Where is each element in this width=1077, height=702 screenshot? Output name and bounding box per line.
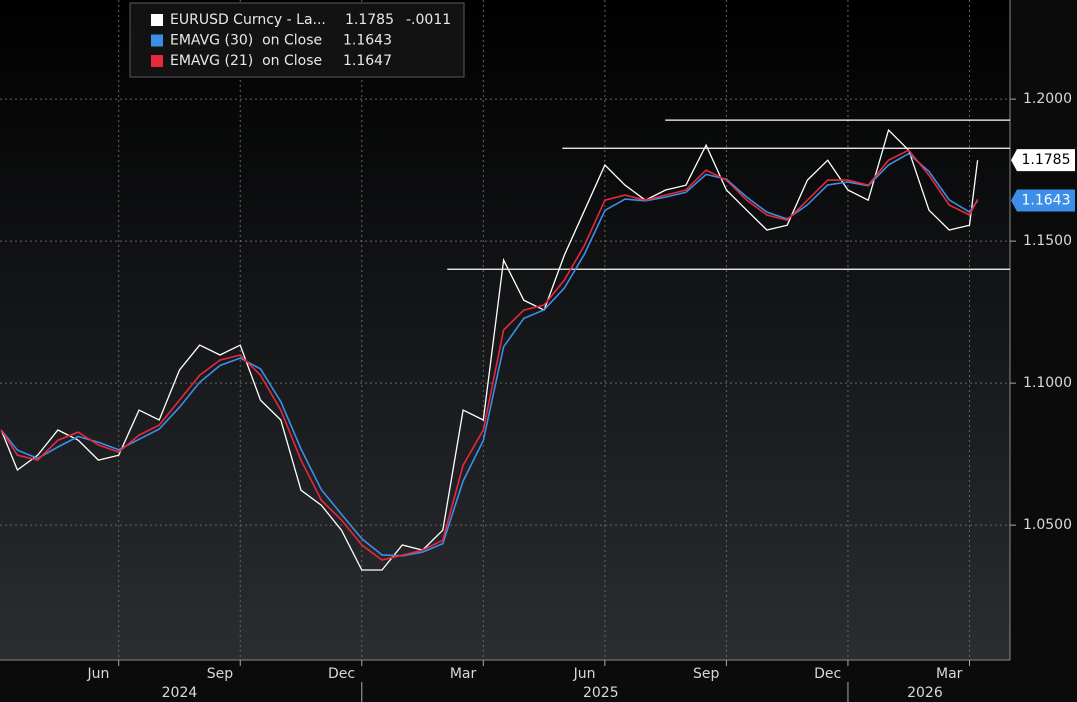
- series-line: [0, 149, 979, 561]
- legend-value: 1.1647: [343, 53, 392, 69]
- series-line: [0, 128, 979, 571]
- legend-swatch: [151, 55, 163, 67]
- y-tick-label: 1.1500: [1023, 233, 1072, 249]
- legend-label: EURUSD Curncy - La...: [170, 12, 326, 28]
- year-label: 2025: [583, 685, 619, 701]
- x-tick-label: Mar: [450, 666, 477, 682]
- legend-label: EMAVG (21) on Close: [170, 53, 322, 69]
- legend-value: 1.1785: [345, 12, 394, 28]
- legend-box: [129, 2, 465, 78]
- year-label: 2026: [907, 685, 943, 701]
- x-tick-label: Sep: [207, 666, 234, 682]
- x-tick-label: Mar: [936, 666, 963, 682]
- x-tick-label: Dec: [814, 666, 841, 682]
- y-tick-label: 1.0500: [1023, 517, 1072, 533]
- legend-swatch: [151, 34, 163, 47]
- y-tick-label: 1.2000: [1023, 91, 1072, 107]
- axis-background: [1010, 0, 1077, 702]
- price-tag-label: 1.1643: [1022, 192, 1071, 208]
- series-line: [0, 152, 979, 557]
- x-tick-label: Jun: [573, 666, 596, 682]
- legend-change: -.0011: [406, 12, 451, 28]
- legend-label: EMAVG (30) on Close: [170, 33, 322, 49]
- axis-background: [0, 660, 1010, 702]
- x-tick-label: Jun: [87, 666, 110, 682]
- x-tick-label: Sep: [693, 666, 720, 682]
- plot-background: [0, 0, 1010, 660]
- price-tag: [1011, 149, 1075, 172]
- year-label: 2024: [162, 685, 198, 701]
- price-tag: [1011, 189, 1075, 212]
- legend-value: 1.1643: [343, 33, 392, 49]
- legend-swatch: [151, 14, 163, 26]
- price-tag-label: 1.1785: [1022, 152, 1071, 168]
- y-tick-label: 1.1000: [1023, 375, 1072, 391]
- x-tick-label: Dec: [328, 666, 355, 682]
- legend: EURUSD Curncy - La... 1.1785 -.0011 EMAVG (…: [129, 2, 465, 78]
